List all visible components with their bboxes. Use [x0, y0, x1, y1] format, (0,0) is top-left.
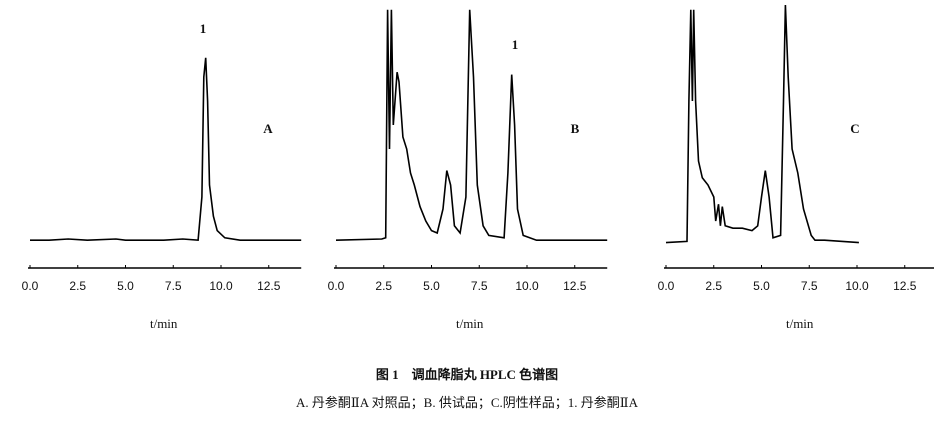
x-tick-label: 10.0	[845, 279, 869, 293]
x-tick-label: 0.0	[22, 279, 39, 293]
x-axis-label: t/min	[786, 316, 814, 331]
trace	[335, 9, 608, 241]
x-tick-label: 7.5	[801, 279, 818, 293]
peak-label: 1	[512, 37, 519, 52]
trace	[30, 57, 302, 242]
figure-title: 图 1 调血降脂丸 HPLC 色谱图	[376, 367, 558, 382]
x-axis-label: t/min	[150, 316, 178, 331]
x-tick-label: 7.5	[471, 279, 488, 293]
x-tick-label: 0.0	[328, 279, 345, 293]
trace	[665, 4, 859, 244]
x-tick-label: 2.5	[705, 279, 722, 293]
x-tick-label: 10.0	[209, 279, 233, 293]
x-tick-label: 12.5	[893, 279, 917, 293]
figure-legend: A. 丹参酮ⅡA 对照品；B. 供试品；C.阴性样品；1. 丹参酮ⅡA	[296, 395, 639, 411]
peak-label: 1	[200, 21, 207, 36]
x-tick-label: 12.5	[257, 279, 281, 293]
x-tick-label: 0.0	[658, 279, 675, 293]
x-axis-label: t/min	[456, 316, 484, 331]
x-tick-label: 10.0	[515, 279, 539, 293]
x-tick-label: 12.5	[563, 279, 587, 293]
x-tick-label: 7.5	[165, 279, 182, 293]
x-tick-label: 5.0	[117, 279, 134, 293]
panel-label: A	[263, 121, 273, 136]
x-tick-label: 2.5	[69, 279, 86, 293]
panel-label: B	[571, 121, 580, 136]
x-tick-label: 5.0	[423, 279, 440, 293]
x-tick-label: 5.0	[753, 279, 770, 293]
panel-label: C	[850, 121, 859, 136]
x-tick-label: 2.5	[375, 279, 392, 293]
